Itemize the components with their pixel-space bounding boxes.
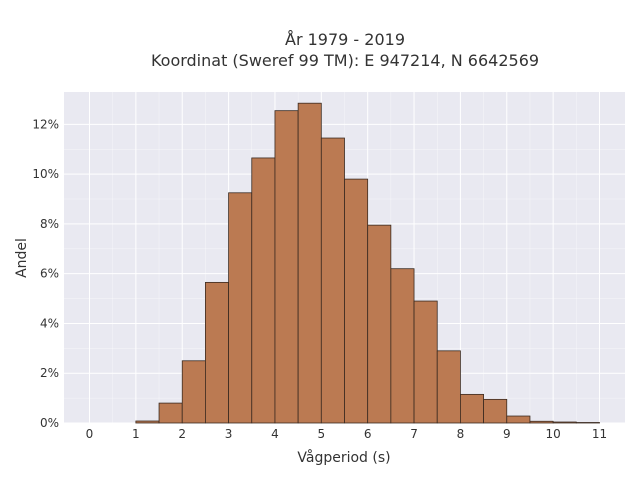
x-tick-label: 3 bbox=[225, 427, 233, 441]
chart-title-line1: År 1979 - 2019 bbox=[285, 30, 405, 49]
x-tick-label: 5 bbox=[317, 427, 325, 441]
histogram-bar bbox=[414, 301, 437, 423]
chart-title-line2: Koordinat (Sweref 99 TM): E 947214, N 66… bbox=[151, 51, 539, 70]
histogram-bar bbox=[391, 269, 414, 423]
histogram-bar bbox=[252, 158, 275, 423]
x-axis-label: Vågperiod (s) bbox=[297, 449, 390, 466]
histogram-bar bbox=[136, 421, 159, 423]
histogram-bar bbox=[437, 351, 460, 423]
histogram-bar bbox=[298, 103, 321, 423]
histogram-bar bbox=[484, 399, 507, 423]
y-tick-label: 8% bbox=[40, 217, 59, 231]
histogram-bar bbox=[205, 282, 228, 423]
x-tick-label: 10 bbox=[545, 427, 560, 441]
y-tick-label: 0% bbox=[40, 416, 59, 430]
x-tick-label: 6 bbox=[364, 427, 372, 441]
histogram-bar bbox=[159, 403, 182, 423]
y-tick-label: 12% bbox=[32, 117, 59, 131]
x-tick-label: 2 bbox=[178, 427, 186, 441]
x-tick-label: 4 bbox=[271, 427, 279, 441]
histogram-bar bbox=[275, 111, 298, 423]
y-tick-label: 6% bbox=[40, 267, 59, 281]
x-tick-label: 0 bbox=[86, 427, 94, 441]
histogram-bar bbox=[553, 422, 576, 423]
x-tick-label: 7 bbox=[410, 427, 418, 441]
y-tick-label: 4% bbox=[40, 316, 59, 330]
histogram-bar bbox=[507, 416, 530, 423]
histogram-bar bbox=[530, 421, 553, 423]
y-axis-label: Andel bbox=[14, 238, 30, 278]
y-tick-label: 2% bbox=[40, 366, 59, 380]
histogram-bar bbox=[460, 394, 483, 423]
histogram-bar bbox=[229, 193, 252, 423]
histogram-bar bbox=[182, 361, 205, 423]
y-tick-label: 10% bbox=[32, 167, 59, 181]
x-tick-label: 9 bbox=[503, 427, 511, 441]
x-tick-label: 8 bbox=[457, 427, 465, 441]
histogram-bar bbox=[321, 138, 344, 423]
x-tick-label: 11 bbox=[592, 427, 607, 441]
x-tick-label: 1 bbox=[132, 427, 140, 441]
histogram-bar bbox=[368, 225, 391, 423]
histogram-bar bbox=[345, 179, 368, 423]
